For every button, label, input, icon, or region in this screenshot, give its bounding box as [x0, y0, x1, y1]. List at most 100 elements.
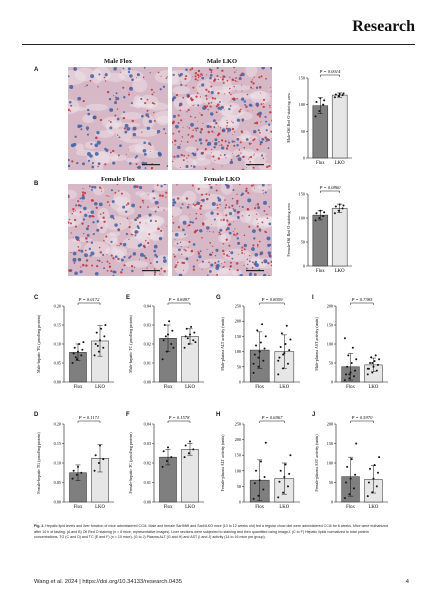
- data-point: [369, 467, 372, 470]
- lipid-droplet: [254, 207, 257, 210]
- lipid-droplet: [254, 122, 257, 125]
- nucleus-mark: [148, 119, 153, 124]
- data-point: [338, 203, 341, 206]
- p-value-label: P = 0.7385: [351, 297, 373, 302]
- lipid-droplet: [224, 199, 226, 201]
- data-point: [187, 343, 190, 345]
- tissue-sinusoid: [154, 110, 168, 123]
- lipid-droplet: [210, 152, 212, 154]
- lipid-droplet: [247, 110, 249, 112]
- nucleus-mark: [207, 141, 212, 146]
- lipid-droplet: [193, 231, 197, 234]
- lipid-droplet: [173, 155, 176, 158]
- lipid-droplet: [172, 230, 173, 232]
- data-point: [370, 356, 373, 359]
- lipid-droplet: [228, 250, 230, 253]
- data-point: [315, 212, 318, 215]
- data-point: [183, 456, 186, 459]
- lipid-droplet: [78, 240, 80, 242]
- x-tick-label: LKO: [369, 385, 379, 390]
- nucleus-mark: [114, 223, 118, 227]
- lipid-droplet: [235, 89, 237, 91]
- lipid-droplet: [256, 113, 260, 116]
- lipid-droplet: [228, 255, 230, 258]
- nucleus-mark: [177, 145, 181, 150]
- nucleus-mark: [97, 162, 101, 166]
- lipid-droplet: [82, 187, 83, 189]
- footer-citation[interactable]: Wang et al. 2024 | https://doi.org/10.34…: [34, 579, 182, 585]
- lipid-droplet: [197, 73, 200, 77]
- nucleus-mark: [176, 242, 179, 245]
- lipid-droplet: [192, 86, 195, 89]
- data-point: [322, 103, 325, 106]
- lipid-droplet: [109, 151, 112, 154]
- nucleus-mark: [252, 229, 256, 233]
- nucleus-mark: [231, 140, 234, 143]
- tissue-sinusoid: [223, 208, 235, 217]
- chart-panel-g: Male-plasma ALT activity (units) 0 50 100 15…: [220, 297, 300, 390]
- data-point: [77, 350, 79, 353]
- tissue-sinusoid: [132, 225, 156, 242]
- lipid-droplet: [236, 97, 238, 100]
- lipid-droplet: [112, 217, 115, 220]
- nucleus-mark: [251, 247, 255, 251]
- nucleus-mark: [263, 259, 268, 264]
- nucleus-mark: [148, 142, 151, 145]
- lipid-droplet: [235, 77, 237, 79]
- nucleus-mark: [142, 148, 147, 153]
- nucleus-mark: [237, 154, 240, 157]
- data-point: [192, 339, 195, 342]
- lipid-droplet: [200, 193, 204, 196]
- lipid-droplet: [116, 134, 119, 136]
- data-point: [342, 204, 345, 207]
- tissue-sinusoid: [105, 72, 125, 83]
- chart-panel-a: Male-Oil Red O staining area 0 50 100 150 Flo…: [286, 69, 352, 166]
- lipid-droplet: [225, 147, 229, 150]
- lipid-droplet: [239, 205, 241, 207]
- data-point: [264, 441, 267, 444]
- nucleus-mark: [135, 155, 138, 158]
- lipid-droplet: [217, 78, 220, 81]
- lipid-droplet: [177, 114, 180, 117]
- lipid-droplet: [234, 131, 236, 133]
- tissue-sinusoid: [200, 194, 225, 204]
- tissue-sinusoid: [72, 208, 95, 216]
- data-point: [97, 350, 100, 353]
- data-point: [349, 477, 352, 480]
- lipid-droplet: [199, 96, 202, 98]
- x-tick-label: LKO: [369, 505, 379, 510]
- nucleus-mark: [144, 167, 147, 169]
- p-value-label: P = 0.8497: [168, 297, 190, 302]
- lipid-droplet: [251, 266, 254, 269]
- lipid-droplet: [210, 69, 213, 72]
- lipid-droplet: [160, 267, 163, 270]
- lipid-droplet: [236, 80, 238, 83]
- nucleus-mark: [198, 255, 202, 259]
- lipid-droplet: [248, 142, 251, 145]
- nucleus-mark: [81, 195, 86, 200]
- y-tick-label: 50: [301, 129, 305, 134]
- data-point: [338, 93, 341, 95]
- lipid-droplet: [222, 266, 224, 268]
- lipid-droplet: [141, 131, 143, 133]
- nucleus-mark: [265, 129, 268, 132]
- lipid-droplet: [106, 195, 108, 197]
- y-tick-label: 0.03: [144, 323, 151, 328]
- nucleus-mark: [134, 234, 137, 237]
- nucleus-mark: [70, 143, 75, 148]
- data-point: [167, 333, 169, 336]
- nucleus-mark: [128, 256, 131, 259]
- lipid-droplet: [211, 251, 214, 254]
- lipid-droplet: [188, 204, 190, 206]
- lipid-droplet: [78, 249, 81, 252]
- lipid-droplet: [104, 163, 107, 166]
- lipid-droplet: [229, 105, 232, 107]
- tissue-sinusoid: [93, 67, 111, 81]
- lipid-droplet: [216, 212, 219, 216]
- lipid-droplet: [224, 93, 226, 95]
- nucleus-mark: [115, 92, 118, 95]
- x-tick-label: Flox: [164, 505, 173, 510]
- lipid-droplet: [177, 73, 179, 75]
- lipid-droplet: [97, 165, 99, 168]
- lipid-droplet: [185, 197, 189, 200]
